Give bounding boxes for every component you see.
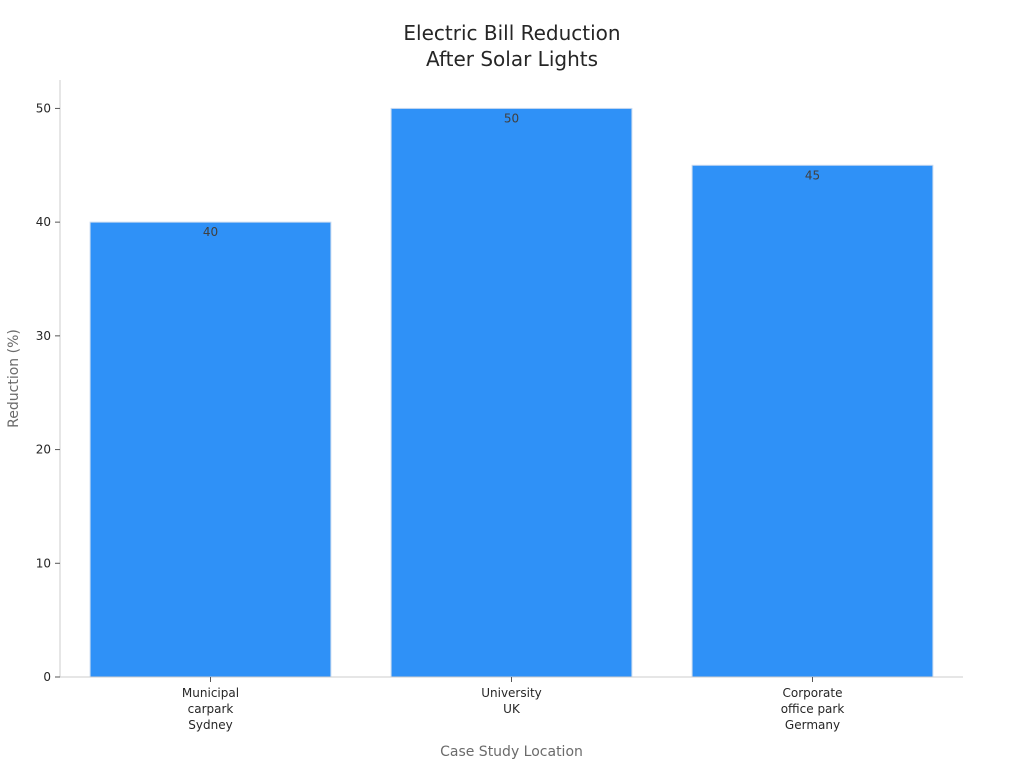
x-tick-label: Municipal carpark Sydney	[182, 686, 239, 732]
x-axis-title: Case Study Location	[440, 744, 583, 760]
chart-title-text: Electric Bill Reduction After Solar Light…	[403, 21, 620, 71]
bar	[390, 107, 633, 678]
y-tick-label: 0	[43, 670, 51, 684]
data-labels: 40 50 45	[203, 111, 820, 239]
x-axis-ticks: Municipal carpark Sydney University UK Corpor…	[182, 677, 844, 732]
chart-title: Electric Bill Reduction After Solar Light…	[403, 21, 620, 71]
bar-value-label: 40	[203, 225, 218, 239]
y-tick-label: 10	[36, 556, 51, 570]
y-axis-title: Reduction (%)	[6, 329, 22, 428]
y-tick-label: 50	[36, 101, 51, 115]
bar-value-label: 45	[805, 168, 820, 182]
y-tick-label: 40	[36, 215, 51, 229]
bars	[89, 107, 934, 678]
bar	[691, 164, 934, 678]
x-tick-label: Corporate office park Germany	[781, 686, 845, 732]
y-tick-label: 20	[36, 443, 51, 457]
y-axis-ticks: 0 10 20 30 40 50	[36, 101, 60, 684]
y-tick-label: 30	[36, 329, 51, 343]
bar-value-label: 50	[504, 111, 519, 125]
x-tick-label: University UK	[481, 686, 542, 716]
bar	[89, 221, 332, 678]
